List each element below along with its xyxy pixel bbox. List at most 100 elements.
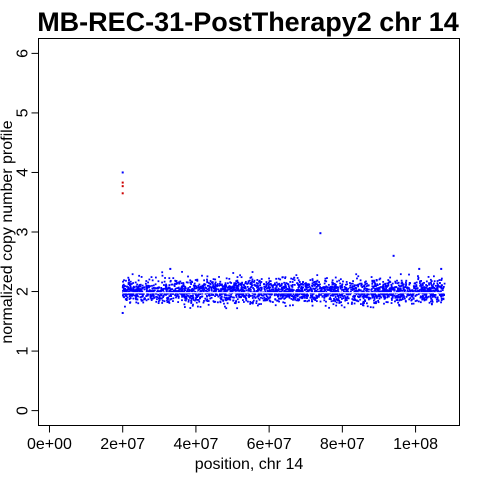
cluster-point	[206, 288, 209, 291]
cluster-point	[408, 283, 411, 286]
cluster-point	[429, 288, 432, 291]
cluster-point	[122, 280, 124, 283]
cluster-point	[265, 281, 268, 283]
cluster-point	[231, 286, 234, 289]
cluster-point	[352, 280, 354, 282]
cluster-point	[382, 288, 385, 291]
cluster-point	[184, 287, 187, 290]
cluster-point	[295, 274, 298, 277]
cluster-point	[169, 289, 172, 292]
cluster-point	[190, 302, 193, 304]
cluster-point	[162, 294, 165, 297]
cluster-point	[282, 301, 285, 304]
cluster-point	[219, 301, 222, 304]
cluster-point	[316, 279, 319, 282]
cluster-point	[425, 284, 427, 286]
cluster-point	[243, 287, 246, 290]
cluster-point	[206, 298, 209, 301]
cluster-point	[309, 296, 312, 299]
cluster-point	[221, 288, 224, 291]
cluster-point	[426, 284, 429, 287]
cluster-point	[214, 278, 217, 281]
cluster-point	[301, 288, 303, 291]
cluster-point	[223, 287, 226, 290]
cluster-point	[255, 300, 258, 303]
cluster-point	[290, 288, 293, 291]
cluster-point	[301, 289, 304, 292]
cluster-point	[218, 276, 220, 278]
cluster-point	[135, 294, 138, 296]
cluster-point	[409, 290, 411, 293]
cluster-point	[247, 300, 249, 303]
cluster-point	[411, 290, 414, 293]
y-tick-label: 5	[15, 108, 32, 117]
cluster-point	[245, 289, 248, 292]
cluster-point	[336, 289, 339, 292]
cluster-point	[283, 301, 286, 304]
cluster-point	[359, 298, 362, 301]
cluster-point	[131, 293, 133, 296]
cluster-point	[241, 292, 243, 295]
cluster-point	[436, 300, 438, 303]
cluster-point	[334, 276, 337, 279]
cluster-point	[326, 294, 329, 297]
cluster-point	[288, 287, 291, 290]
y-tick-label: 6	[15, 49, 32, 58]
cluster-point	[329, 292, 331, 295]
cluster-point	[331, 292, 334, 295]
cluster-point	[187, 299, 190, 301]
cluster-point	[402, 284, 404, 287]
cluster-point	[333, 297, 335, 300]
cluster-point	[351, 285, 354, 288]
cluster-point	[318, 290, 321, 293]
cluster-point	[190, 299, 192, 302]
cluster-point	[415, 285, 418, 288]
cluster-point	[203, 300, 205, 302]
cluster-point	[374, 287, 376, 290]
cluster-point	[369, 297, 371, 300]
cluster-point	[367, 298, 370, 301]
cluster-point	[334, 284, 337, 287]
cluster-point	[267, 285, 270, 288]
cluster-point	[318, 287, 321, 290]
cluster-point	[414, 300, 417, 302]
cluster-point	[300, 283, 302, 285]
cluster-point	[256, 304, 259, 307]
cluster-point	[410, 289, 413, 292]
cluster-point	[237, 283, 240, 286]
cluster-point	[427, 295, 430, 298]
cluster-point	[158, 294, 161, 297]
cluster-point	[399, 285, 402, 288]
cluster-point	[420, 290, 423, 293]
cluster-point	[122, 289, 124, 292]
cluster-point	[350, 288, 353, 291]
cluster-point	[406, 286, 408, 289]
cluster-point	[270, 289, 273, 291]
cluster-point	[279, 284, 282, 287]
cluster-point	[236, 287, 238, 289]
cluster-point	[384, 293, 387, 296]
cluster-point	[365, 289, 367, 292]
cluster-point	[125, 297, 128, 300]
cluster-point	[390, 302, 393, 304]
cluster-point	[132, 282, 135, 284]
cluster-point	[138, 284, 141, 286]
cluster-point	[308, 285, 311, 288]
cluster-point	[381, 293, 384, 296]
cluster-point	[253, 279, 256, 282]
cluster-point	[275, 293, 278, 296]
cluster-point	[400, 299, 403, 301]
cluster-point	[346, 297, 349, 299]
cluster-point	[379, 283, 381, 286]
cluster-point	[199, 293, 202, 295]
cluster-point	[244, 296, 247, 299]
cluster-point	[190, 283, 192, 285]
cluster-point	[426, 288, 429, 290]
cluster-point	[248, 289, 251, 292]
cluster-point	[364, 283, 367, 285]
cluster-point	[129, 284, 131, 287]
cluster-point	[145, 299, 148, 302]
cluster-point	[140, 295, 143, 298]
cluster-point	[365, 285, 368, 288]
cluster-point	[196, 294, 199, 297]
